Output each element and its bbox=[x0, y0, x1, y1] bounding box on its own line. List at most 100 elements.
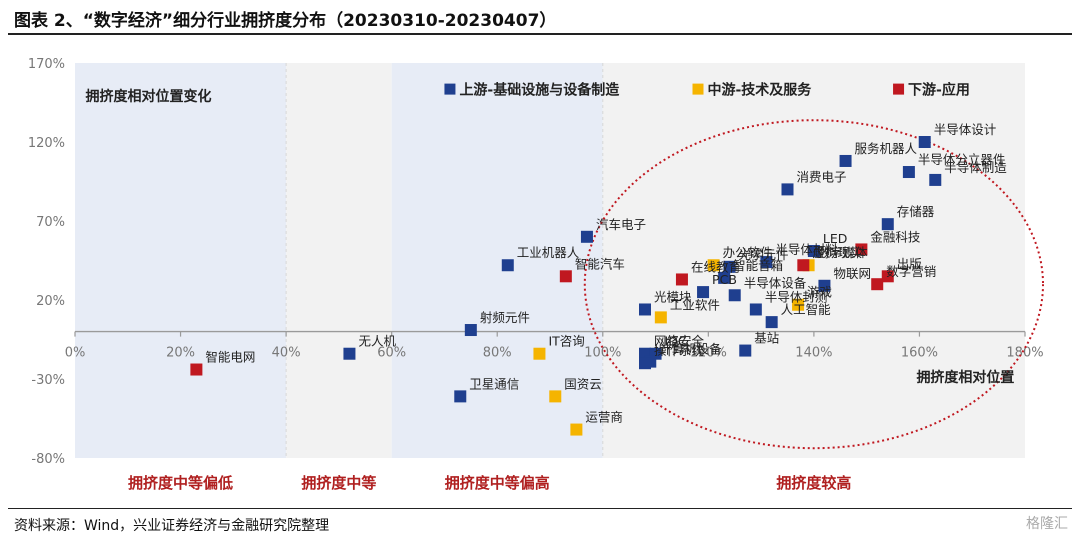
marker-人工智能 bbox=[765, 316, 778, 329]
marker-金融科技 bbox=[855, 243, 868, 256]
marker-LED bbox=[807, 245, 820, 258]
marker-IT咨询 bbox=[533, 347, 546, 360]
bottom-rule bbox=[8, 508, 1072, 509]
x-tick-label: 160% bbox=[901, 346, 938, 361]
x-tick-label: 140% bbox=[795, 346, 832, 361]
y-tick-label: -30% bbox=[31, 373, 65, 388]
label-光学元件: 光学元件 bbox=[738, 247, 788, 262]
marker-在线教育 bbox=[675, 273, 688, 286]
marker-基站 bbox=[739, 344, 752, 357]
marker-汽车电子 bbox=[580, 230, 593, 243]
label-物联网: 物联网 bbox=[833, 266, 871, 281]
marker-半导体设备 bbox=[728, 289, 741, 302]
label-半导体材料: 半导体材料 bbox=[775, 242, 838, 257]
marker-无人机 bbox=[343, 347, 356, 360]
zone-title: 拥挤度相对位置变化 bbox=[86, 88, 212, 105]
label-半导体分立器件: 半导体分立器件 bbox=[918, 152, 1006, 167]
label-无人机: 无人机 bbox=[358, 334, 396, 349]
marker-光模块 bbox=[639, 303, 651, 316]
label-LED: LED bbox=[823, 231, 848, 246]
label-IT咨询: IT咨询 bbox=[548, 334, 584, 349]
label-智能音箱: 智能音箱 bbox=[733, 258, 783, 273]
x-tick-label: 100% bbox=[584, 346, 621, 361]
label-工业软件: 工业软件 bbox=[670, 297, 720, 312]
label-国资云: 国资云 bbox=[564, 376, 602, 391]
label-汽车电子: 汽车电子 bbox=[596, 217, 646, 232]
label-操作系统: 操作系统 bbox=[654, 343, 704, 358]
marker-半导体设计 bbox=[918, 136, 931, 148]
x-tick-label: 60% bbox=[377, 346, 406, 361]
marker-存储器 bbox=[881, 218, 894, 231]
marker-国资云 bbox=[549, 390, 562, 403]
marker-智能汽车 bbox=[559, 270, 572, 283]
label-半导体封测: 半导体封测 bbox=[765, 289, 828, 304]
marker-游戏 bbox=[792, 298, 805, 311]
label-办公软件: 办公软件 bbox=[723, 245, 773, 260]
y-tick-label: -80% bbox=[31, 452, 65, 467]
high-crowding-ellipse bbox=[583, 119, 1045, 450]
label-在线教育: 在线教育 bbox=[691, 259, 741, 274]
x-axis-title: 拥挤度相对位置 bbox=[916, 369, 1014, 386]
band-labels: 拥挤度中等偏低 拥挤度中等 拥挤度中等偏高 拥挤度较高 bbox=[128, 474, 851, 492]
label-运营商: 运营商 bbox=[585, 410, 623, 425]
top-rule bbox=[8, 33, 1072, 35]
y-tick-label: 70% bbox=[36, 215, 65, 230]
x-tick-label: 40% bbox=[272, 346, 301, 361]
x-tick-label: 180% bbox=[1006, 346, 1043, 361]
marker-半导体制造 bbox=[929, 173, 942, 186]
band-label: 拥挤度中等 bbox=[301, 474, 376, 492]
label-智能汽车: 智能汽车 bbox=[575, 256, 625, 271]
marker-操作系统 bbox=[639, 357, 651, 370]
label-智能电网: 智能电网 bbox=[205, 350, 255, 365]
marker-半导体分立器件 bbox=[902, 166, 915, 179]
label-射频元件: 射频元件 bbox=[480, 310, 530, 325]
marker-半导体材料 bbox=[760, 256, 773, 269]
label-工业机器人: 工业机器人 bbox=[517, 245, 580, 260]
marker-智能音箱 bbox=[718, 271, 731, 284]
x-tick-label: 20% bbox=[166, 346, 195, 361]
label-PCB: PCB bbox=[712, 272, 737, 287]
marker-半导体封测 bbox=[749, 303, 762, 316]
marker-服务机器人 bbox=[839, 154, 852, 167]
label-出版: 出版 bbox=[897, 256, 923, 271]
label-数字营销: 数字营销 bbox=[886, 264, 936, 279]
marker-虚拟现实 bbox=[797, 259, 810, 272]
label-光模块: 光模块 bbox=[654, 289, 692, 304]
x-tick-label: 0% bbox=[65, 346, 86, 361]
marker-工业机器人 bbox=[501, 259, 514, 272]
marker-射频元件 bbox=[464, 324, 477, 337]
axis-ticks: -80% -30% 20% 70% 120% 170% 0% 20% 40% 60% 80% 100%… bbox=[28, 57, 1044, 467]
legend: 上游-基础设施与设备制造 中游-技术及服务 下游-应用 bbox=[444, 82, 970, 99]
label-卫星通信: 卫星通信 bbox=[469, 376, 519, 391]
source-note: 资料来源：Wind，兴业证券经济与金融研究院整理 bbox=[14, 518, 330, 534]
marker-工业软件 bbox=[654, 311, 667, 324]
band-2 bbox=[286, 63, 392, 458]
label-计算机设备: 计算机设备 bbox=[659, 342, 722, 357]
data-points bbox=[190, 136, 942, 436]
label-半导体设备: 半导体设备 bbox=[744, 275, 807, 290]
marker-运营商 bbox=[570, 423, 583, 436]
label-IDC: IDC bbox=[665, 334, 687, 349]
scatter-chart: -80% -30% 20% 70% 120% 170% 0% 20% 40% 60% 80% 100%… bbox=[28, 57, 1045, 492]
band-3 bbox=[391, 63, 603, 458]
label-存储器: 存储器 bbox=[897, 204, 935, 219]
legend-marker bbox=[692, 83, 704, 95]
label-网络安全: 网络安全 bbox=[654, 334, 705, 349]
label-数字媒体: 数字媒体 bbox=[818, 245, 869, 260]
legend-label: 上游-基础设施与设备制造 bbox=[459, 82, 619, 99]
y-tick-label: 20% bbox=[36, 294, 65, 309]
marker-物联网 bbox=[818, 279, 831, 292]
y-tick-label: 120% bbox=[28, 136, 65, 151]
zero-axis bbox=[74, 330, 1026, 337]
label-半导体制造: 半导体制造 bbox=[944, 160, 1007, 175]
marker-办公软件 bbox=[707, 259, 720, 272]
label-服务机器人: 服务机器人 bbox=[855, 141, 918, 156]
marker-智能电网 bbox=[190, 363, 203, 376]
label-基站: 基站 bbox=[754, 331, 779, 346]
band-label: 拥挤度较高 bbox=[776, 474, 851, 492]
y-tick-label: 170% bbox=[28, 57, 65, 72]
legend-label: 下游-应用 bbox=[908, 82, 970, 99]
marker-卫星通信 bbox=[454, 390, 467, 403]
label-游戏: 游戏 bbox=[807, 285, 832, 300]
